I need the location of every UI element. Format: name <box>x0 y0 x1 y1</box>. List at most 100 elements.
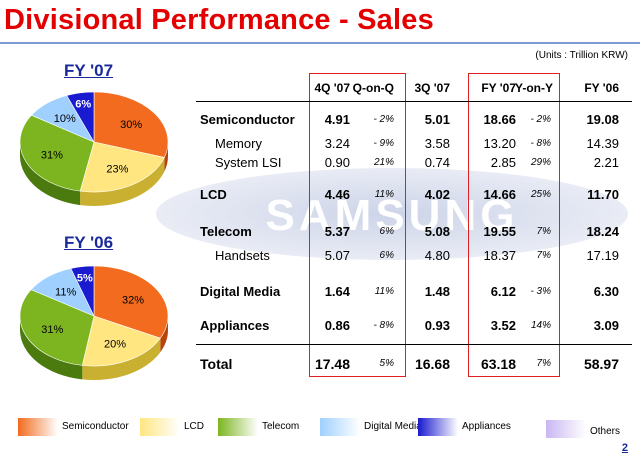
cell-digital-media-qoq: 11% <box>374 286 394 297</box>
pie-slice-appliances <box>70 265 95 317</box>
pie-label-telecom: 31% <box>41 324 63 336</box>
cell-telecom-fy07: 19.55 <box>483 224 516 239</box>
header-fy07: FY '07 <box>481 81 516 95</box>
cell-digital-media-q3_07: 1.48 <box>424 284 450 299</box>
pie-label-lcd: 23% <box>106 164 128 176</box>
legend-label-digital-media: Digital Media <box>364 421 422 432</box>
cell-total-fy07: 63.18 <box>480 356 516 372</box>
cell-lcd-yoy: 25% <box>530 189 551 200</box>
cell-digital-media-fy06: 6.30 <box>593 284 619 299</box>
cell-appliances-q3_07: 0.93 <box>424 318 450 333</box>
cell-total-q4_07: 17.48 <box>314 356 350 372</box>
cell-lcd-qoq: 11% <box>374 189 394 200</box>
cell-memory-q4_07: 3.24 <box>324 136 350 151</box>
legend-item-digital-media: Digital Media <box>320 418 440 440</box>
cell-digital-media-fy07: 6.12 <box>490 284 516 299</box>
legend-item-others: Others <box>546 420 640 442</box>
legend-label-semiconductor: Semiconductor <box>62 421 129 432</box>
pie-chart-fy06: 32% 20% 31% 11%5% <box>19 265 169 380</box>
cell-lcd-fy06: 11.70 <box>587 187 619 202</box>
legend-label-telecom: Telecom <box>262 421 300 432</box>
cell-lcd-q3_07: 4.02 <box>424 187 450 202</box>
legend-item-appliances: Appliances <box>418 418 538 440</box>
cell-total-q3_07: 16.68 <box>414 356 450 372</box>
pie-label-digital-media: 10% <box>54 113 76 125</box>
pie-side-semiconductor <box>164 142 168 172</box>
pie-side-lcd <box>82 338 161 380</box>
cell-system-lsi-q3_07: 0.74 <box>424 155 450 170</box>
cell-system-lsi-fy07: 2.85 <box>490 155 516 170</box>
row-label-appliances: Appliances <box>200 318 270 333</box>
legend-label-appliances: Appliances <box>462 421 511 432</box>
cell-system-lsi-fy06: 2.21 <box>593 155 619 170</box>
samsung-watermark-logo: SAMSUNG <box>156 168 628 260</box>
pie-side-semiconductor <box>160 316 168 353</box>
cell-telecom-q4_07: 5.37 <box>324 224 350 239</box>
cell-semiconductor-fy06: 19.08 <box>586 112 619 127</box>
header-fy06: FY '06 <box>584 81 619 95</box>
cell-lcd-q4_07: 4.46 <box>324 187 350 202</box>
cell-handsets-fy07: 18.37 <box>483 248 516 263</box>
units-note: (Units : Trillion KRW) <box>535 50 628 61</box>
cell-semiconductor-fy07: 18.66 <box>483 112 516 127</box>
legend-item-telecom: Telecom <box>218 418 338 440</box>
header-qoq: Q-on-Q <box>352 81 394 95</box>
cell-memory-fy06: 14.39 <box>586 136 619 151</box>
row-label-lcd: LCD <box>200 187 227 202</box>
header-yoy: Y-on-Y <box>515 81 553 95</box>
title-divider <box>0 42 640 44</box>
cell-handsets-yoy: 7% <box>536 250 551 261</box>
legend-item-semiconductor: Semiconductor <box>18 418 138 440</box>
pie-slice-semiconductor <box>93 265 169 339</box>
cell-handsets-qoq: 6% <box>379 250 394 261</box>
pie-label-telecom: 31% <box>41 149 63 161</box>
row-label-digital-media: Digital Media <box>200 284 281 299</box>
cell-appliances-fy06: 3.09 <box>593 318 619 333</box>
legend-swatch-appliances <box>418 418 458 436</box>
pie-fy06-title: FY '06 <box>64 233 114 252</box>
cell-memory-fy07: 13.20 <box>483 136 516 151</box>
pie-label-semiconductor: 32% <box>122 295 144 307</box>
legend-swatch-others <box>546 420 586 438</box>
cell-total-fy06: 58.97 <box>583 356 619 372</box>
cell-total-qoq: 5% <box>379 358 394 369</box>
total-divider <box>196 344 632 345</box>
legend-swatch-telecom <box>218 418 258 436</box>
pie-fy07-title: FY '07 <box>64 61 114 80</box>
cell-telecom-yoy: 7% <box>536 226 551 237</box>
cell-memory-q3_07: 3.58 <box>424 136 450 151</box>
cell-total-yoy: 7% <box>536 358 551 369</box>
watermark-text: SAMSUNG <box>266 191 519 240</box>
cell-system-lsi-qoq: 21% <box>373 157 394 168</box>
cell-telecom-fy06: 18.24 <box>586 224 619 239</box>
pie-slice-telecom <box>19 289 95 366</box>
cell-semiconductor-qoq: - 2% <box>373 114 394 125</box>
cell-appliances-fy07: 3.52 <box>490 318 516 333</box>
pie-side-telecom <box>20 142 81 206</box>
pie-side-lcd <box>80 157 165 206</box>
cell-digital-media-q4_07: 1.64 <box>324 284 350 299</box>
header-divider <box>196 101 632 102</box>
pie-slice-appliances <box>66 91 95 144</box>
cell-handsets-q4_07: 5.07 <box>324 248 350 263</box>
cell-system-lsi-q4_07: 0.90 <box>324 155 350 170</box>
row-label-system-lsi: System LSI <box>215 155 282 170</box>
row-label-handsets: Handsets <box>215 248 270 263</box>
pie-slice-lcd <box>79 141 165 193</box>
cell-handsets-q3_07: 4.80 <box>424 248 450 263</box>
legend-label-others: Others <box>590 426 621 437</box>
row-label-telecom: Telecom <box>200 224 252 239</box>
cell-telecom-qoq: 6% <box>379 226 394 237</box>
pie-label-lcd: 20% <box>104 339 126 351</box>
pie-label-semiconductor: 30% <box>120 119 142 131</box>
cell-semiconductor-yoy: - 2% <box>530 114 551 125</box>
pie-label-appliances: 5% <box>77 272 93 284</box>
legend-swatch-lcd <box>140 418 180 436</box>
highlight-box-4q07 <box>309 73 406 377</box>
page-number: 2 <box>621 442 628 454</box>
cell-memory-yoy: - 8% <box>530 138 551 149</box>
cell-appliances-yoy: 14% <box>530 320 551 331</box>
legend-label-lcd: LCD <box>184 421 205 432</box>
pie-label-appliances: 6% <box>75 99 91 111</box>
row-label-total: Total <box>200 356 233 372</box>
